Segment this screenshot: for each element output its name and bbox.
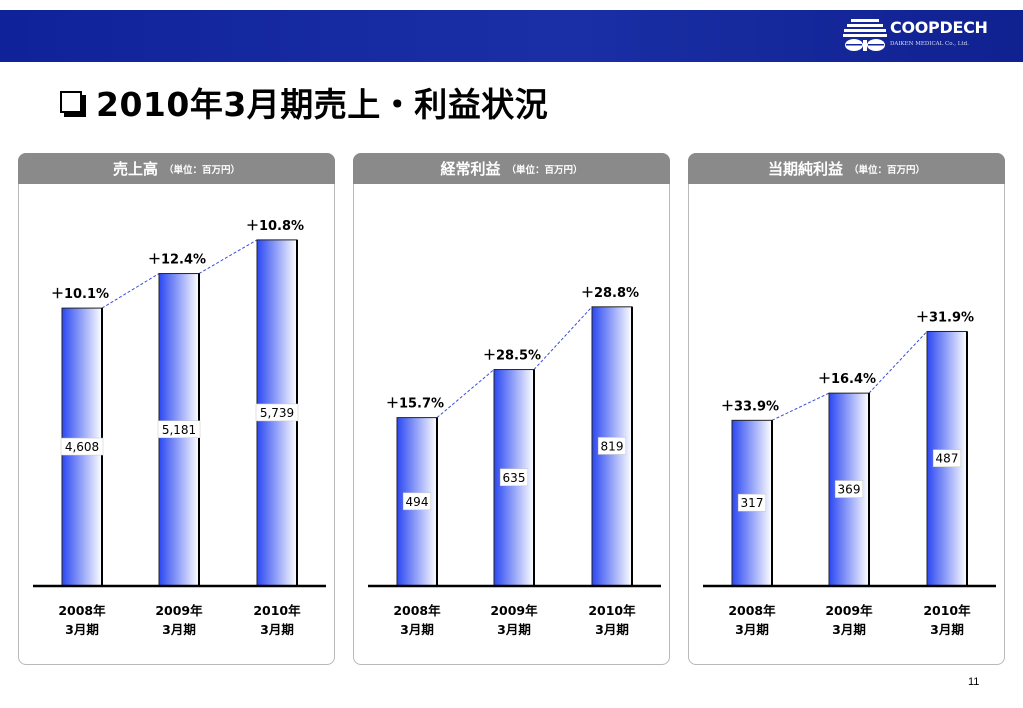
category-label: 3月期	[497, 622, 531, 637]
category-label: 3月期	[832, 622, 866, 637]
chart-net-income: 317 ＋33.9% 2008年 3月期 369 ＋16.4% 2009年 3月期 487 ＋31…	[703, 310, 996, 637]
logo-subtitle: DAIKEN MEDICAL Co., Ltd.	[890, 41, 969, 47]
value-label-box	[932, 449, 962, 467]
value-label: 635	[503, 471, 526, 485]
trend-line	[771, 392, 830, 421]
page-title-text: 2010年3月期売上・利益状況	[96, 85, 549, 124]
trend-line	[436, 369, 495, 418]
value-label-box	[255, 403, 299, 422]
value-label: 4,608	[65, 440, 99, 454]
company-logo: COOPDECH DAIKEN MEDICAL Co., Ltd.	[843, 16, 1003, 54]
category-label: 2009年	[490, 603, 538, 618]
checkbox-bullet-icon	[60, 91, 86, 117]
growth-label: ＋12.4%	[148, 253, 206, 268]
panel-header: 売上高 （単位：百万円）	[18, 153, 335, 184]
value-label: 487	[936, 452, 959, 466]
panel-title: 当期純利益	[767, 160, 843, 178]
growth-label: ＋28.8%	[581, 286, 639, 301]
panel-unit: （単位：百万円）	[506, 164, 583, 176]
category-label: 2008年	[58, 603, 106, 618]
value-label-box	[737, 493, 767, 512]
panel-header: 当期純利益 （単位：百万円）	[688, 153, 1005, 184]
value-label-box	[834, 480, 864, 498]
panel-header: 経常利益 （単位：百万円）	[353, 153, 670, 184]
value-label: 369	[838, 483, 861, 497]
trend-line	[868, 331, 928, 394]
trend-line	[533, 306, 593, 370]
value-label: 494	[406, 495, 429, 509]
value-label-box	[157, 420, 201, 439]
panel-sales: 売上高 （単位：百万円） 4,608 ＋10.1% 2008年 3月期 5,181 ＋12…	[18, 153, 335, 665]
category-label: 3月期	[735, 622, 769, 637]
value-label: 819	[601, 439, 624, 453]
value-label-box	[402, 492, 432, 511]
growth-label: ＋15.7%	[386, 397, 444, 412]
category-label: 2009年	[825, 603, 873, 618]
category-label: 2010年	[253, 603, 301, 618]
panel-ordinary-profit: 経常利益 （単位：百万円） 494 ＋15.7% 2008年 3月期 635 ＋28.5%…	[353, 153, 670, 665]
category-label: 2008年	[728, 603, 776, 618]
logo-mark-icon	[843, 19, 887, 51]
value-label: 317	[741, 496, 764, 510]
panel-unit: （単位：百万円）	[164, 164, 241, 176]
category-label: 3月期	[930, 622, 964, 637]
trend-line	[101, 273, 160, 309]
growth-label: ＋10.8%	[246, 219, 304, 234]
growth-label: ＋28.5%	[483, 349, 541, 364]
trend-line	[198, 239, 258, 274]
page-number: 11	[968, 676, 980, 688]
value-label-box	[499, 468, 529, 487]
category-label: 2008年	[393, 603, 441, 618]
panel-net-income: 当期純利益 （単位：百万円） 317 ＋33.9% 2008年 3月期 369 ＋16.4…	[688, 153, 1005, 665]
growth-label: ＋31.9%	[916, 310, 974, 325]
category-label: 3月期	[595, 622, 629, 637]
category-label: 2010年	[923, 603, 971, 618]
category-label: 3月期	[65, 622, 99, 637]
category-label: 2009年	[155, 603, 203, 618]
category-label: 2010年	[588, 603, 636, 618]
panel-title: 経常利益	[440, 160, 501, 178]
value-label: 5,739	[260, 406, 294, 420]
value-label: 5,181	[162, 423, 196, 437]
category-label: 3月期	[400, 622, 434, 637]
panel-title: 売上高	[112, 160, 158, 178]
panel-unit: （単位：百万円）	[849, 164, 926, 176]
growth-label: ＋33.9%	[721, 399, 779, 414]
logo-wordmark: COOPDECH	[890, 18, 988, 37]
growth-label: ＋10.1%	[51, 287, 109, 302]
chart-ordinary-profit: 494 ＋15.7% 2008年 3月期 635 ＋28.5% 2009年 3月期 819 ＋28…	[368, 286, 661, 637]
value-label-box	[597, 437, 627, 455]
page-title: 2010年3月期売上・利益状況	[60, 80, 548, 124]
chart-sales: 4,608 ＋10.1% 2008年 3月期 5,181 ＋12.4% 2009年 3月期 5,…	[33, 219, 326, 637]
value-label-box	[60, 437, 104, 456]
category-label: 3月期	[260, 622, 294, 637]
category-label: 3月期	[162, 622, 196, 637]
growth-label: ＋16.4%	[818, 372, 876, 387]
